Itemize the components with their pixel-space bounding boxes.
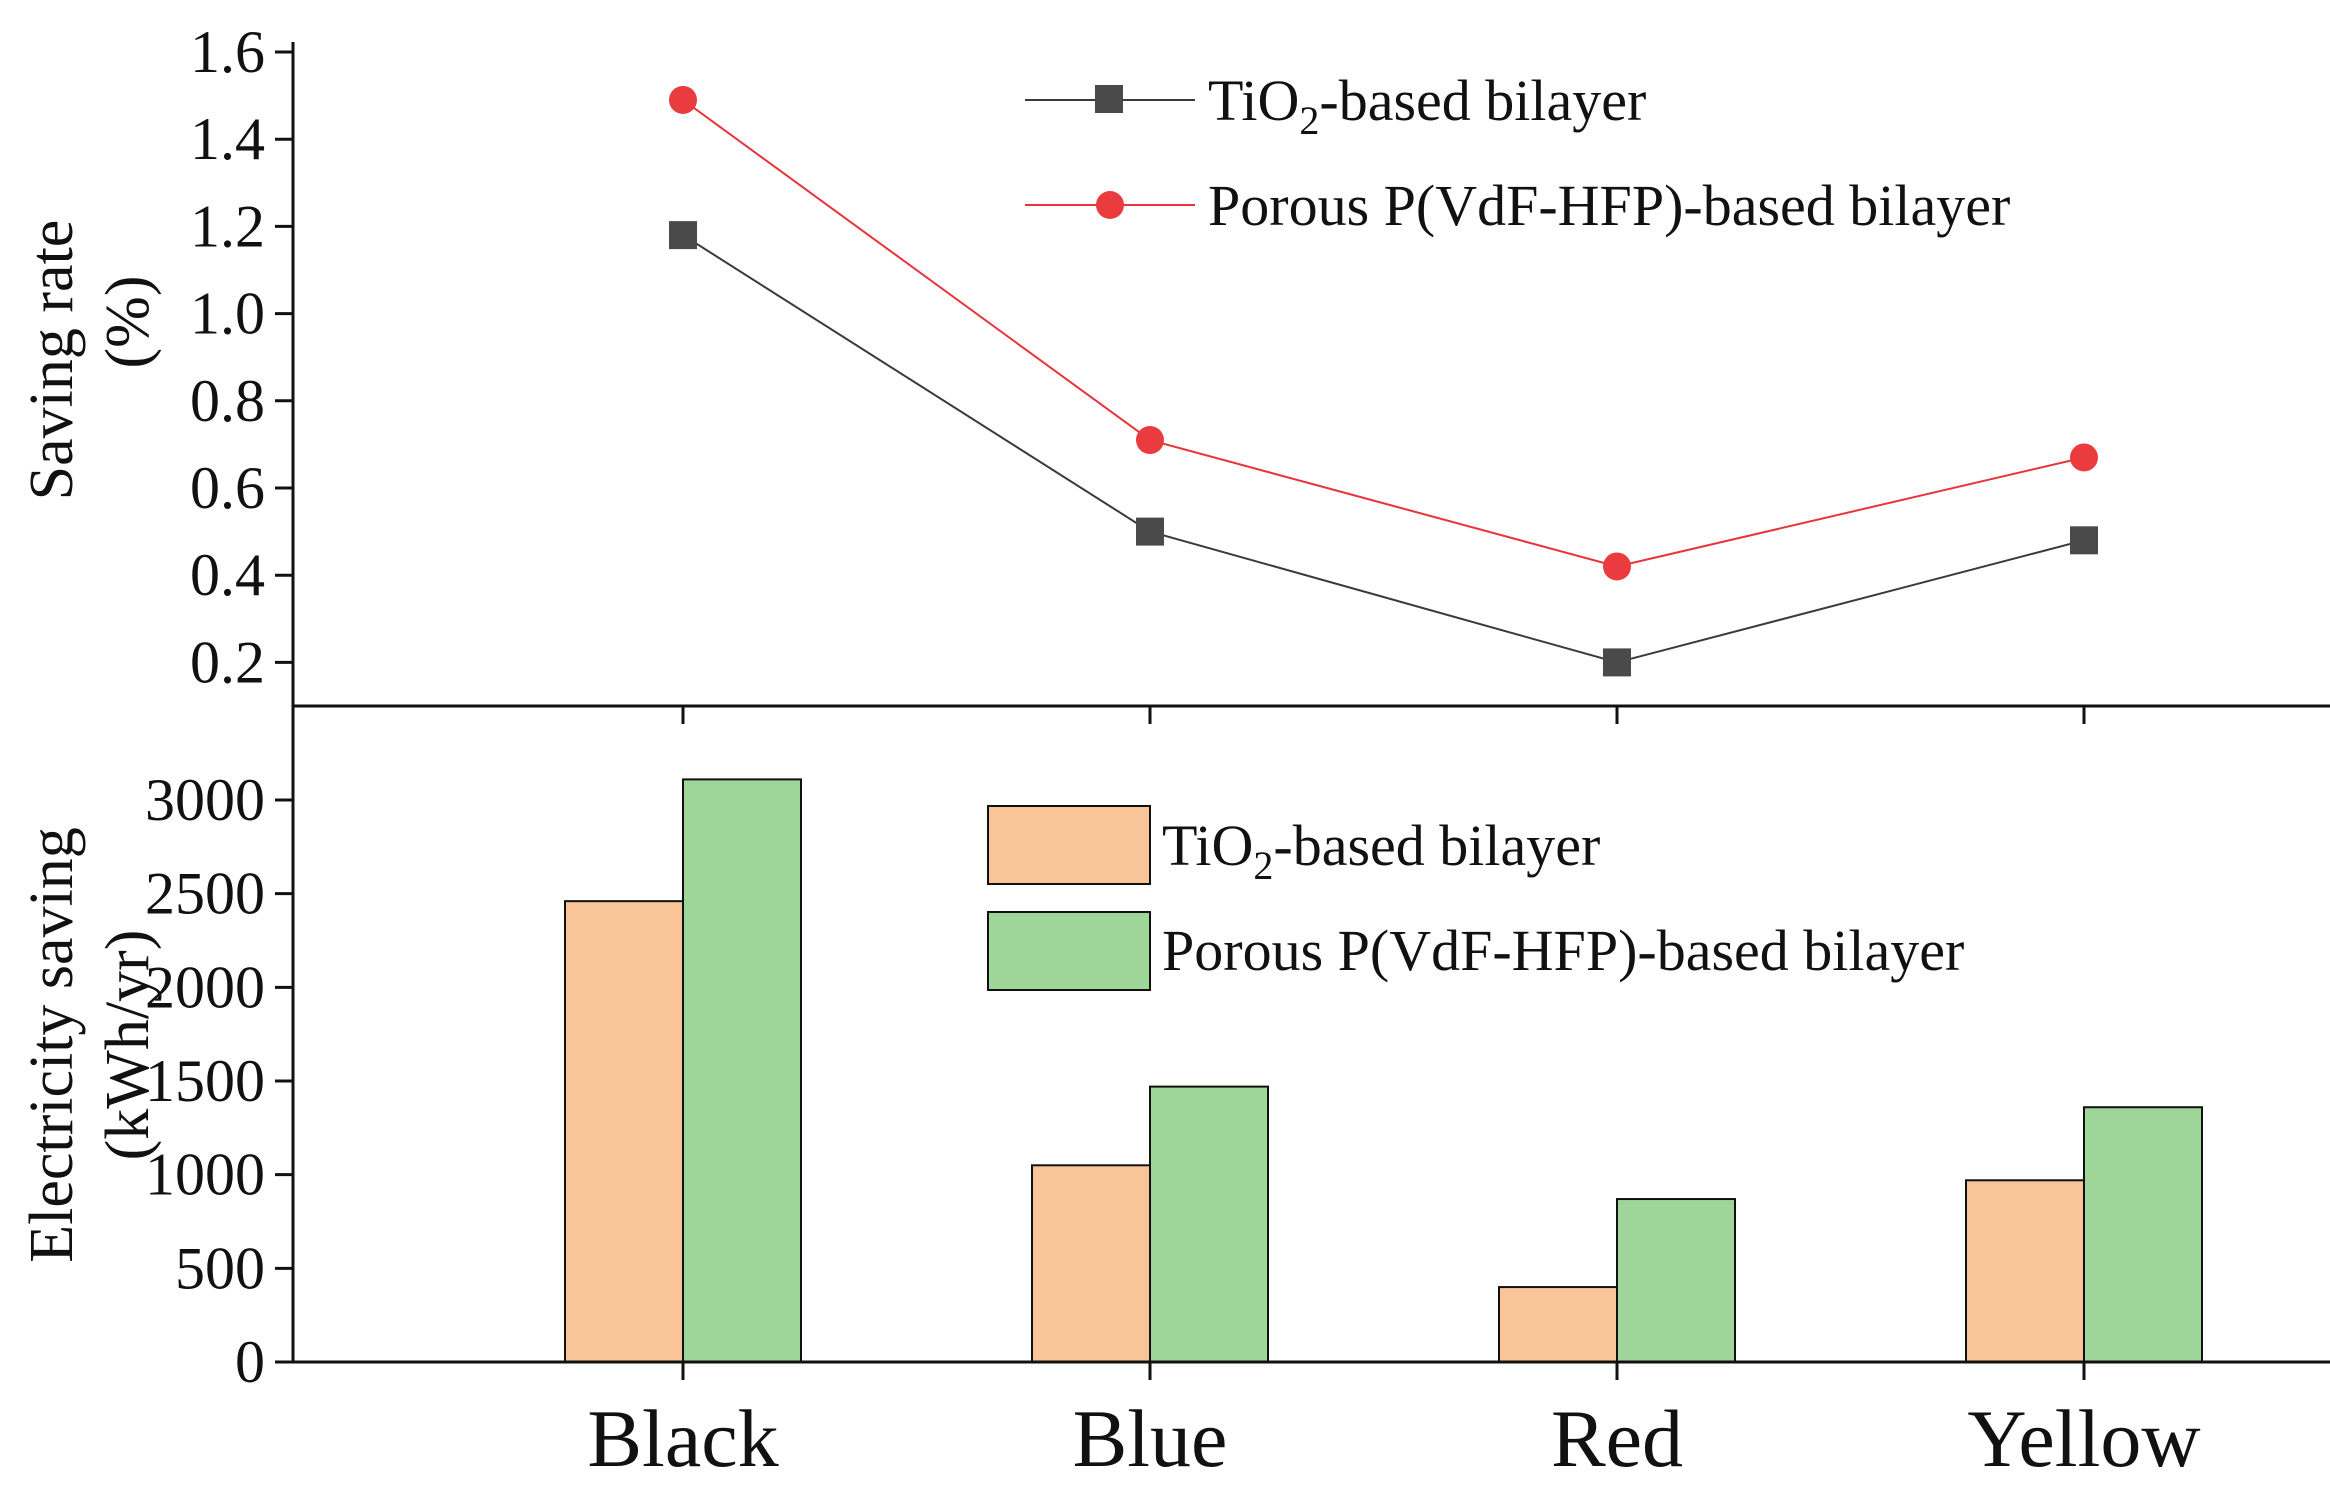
bar-tio2-red [1498, 1286, 1618, 1363]
bar-porous-yellow [2083, 1106, 2203, 1364]
bar-porous-red [1616, 1198, 1736, 1364]
x-axis-category-labels: Black Blue Red Yellow [587, 1393, 2200, 1484]
point-tio2-yellow [2070, 526, 2098, 555]
top-legend: TiO2-based bilayer Porous P(VdF-HFP)-bas… [1025, 68, 2010, 238]
top-y-tick-label: 1.6 [190, 19, 265, 85]
point-tio2-blue [1136, 517, 1164, 546]
bar-porous-blue [1149, 1085, 1269, 1363]
legend-porous-circle-marker [1096, 191, 1124, 219]
top-y-tick-label: 1.4 [190, 106, 265, 172]
legend-tio2-bar-swatch [987, 805, 1151, 885]
point-porous-blue [1136, 426, 1164, 455]
electricity-saving-panel: Electricity saving (kWh/yr) 0 500 1000 1500… [18, 706, 2330, 1395]
bottom-y-axis-title-line2: (kWh/yr) [94, 930, 162, 1161]
bottom-y-axis-title-line1: Electricity saving [18, 827, 86, 1263]
top-y-tick-label: 0.8 [190, 368, 265, 434]
point-tio2-black [669, 221, 697, 250]
point-porous-black [669, 85, 697, 114]
bar-porous-black [682, 778, 802, 1363]
top-y-tick-label: 1.2 [190, 193, 265, 259]
bottom-y-tick-label: 3000 [145, 767, 265, 833]
bottom-y-tick-label: 0 [235, 1329, 265, 1395]
legend-porous-bar-label: Porous P(VdF-HFP)-based bilayer [1162, 918, 1964, 983]
point-porous-red [1603, 552, 1631, 581]
top-y-axis-title-line1: Saving rate [18, 220, 86, 501]
x-tick-label-blue: Blue [1073, 1393, 1228, 1484]
top-y-tick-label: 0.4 [190, 542, 265, 608]
bottom-y-tick-label: 2000 [145, 954, 265, 1020]
legend-tio2-label: TiO2-based bilayer [1208, 68, 1646, 143]
top-axes: 0.2 0.4 0.6 0.8 1.0 1.2 1.4 1.6 [190, 19, 2330, 724]
point-porous-yellow [2070, 443, 2098, 472]
legend-porous-label: Porous P(VdF-HFP)-based bilayer [1208, 173, 2010, 238]
top-series [669, 85, 2098, 677]
bottom-series [564, 778, 2203, 1364]
bottom-y-tick-label: 2500 [145, 861, 265, 927]
x-tick-label-yellow: Yellow [1967, 1393, 2200, 1484]
legend-tio2-bar-label: TiO2-based bilayer [1162, 813, 1600, 888]
bar-tio2-yellow [1965, 1179, 2085, 1363]
point-tio2-red [1603, 648, 1631, 677]
saving-rate-panel: Saving rate (%) 0.2 0.4 0.6 0.8 1.0 1.2 1.4 1.6… [18, 19, 2330, 724]
top-y-tick-label: 1.0 [190, 281, 265, 347]
x-tick-label-black: Black [587, 1393, 778, 1484]
top-y-tick-label: 0.6 [190, 455, 265, 521]
legend-tio2-square-marker [1095, 85, 1123, 113]
bottom-legend: TiO2-based bilayer Porous P(VdF-HFP)-bas… [987, 805, 1964, 991]
series-porous-line [682, 99, 2085, 568]
bar-tio2-black [564, 900, 684, 1363]
x-tick-label-red: Red [1551, 1393, 1683, 1484]
bottom-y-tick-label: 1500 [145, 1048, 265, 1114]
series-tio2-line [682, 234, 2085, 664]
top-y-tick-label: 0.2 [190, 629, 265, 695]
bar-tio2-blue [1031, 1164, 1151, 1364]
bottom-axes: 0 500 1000 1500 2000 2500 3000 [145, 706, 2330, 1395]
top-y-axis-title-line2: (%) [94, 276, 162, 369]
legend-porous-bar-swatch [987, 911, 1151, 991]
bottom-y-tick-label: 500 [175, 1235, 265, 1301]
bottom-y-tick-label: 1000 [145, 1142, 265, 1208]
